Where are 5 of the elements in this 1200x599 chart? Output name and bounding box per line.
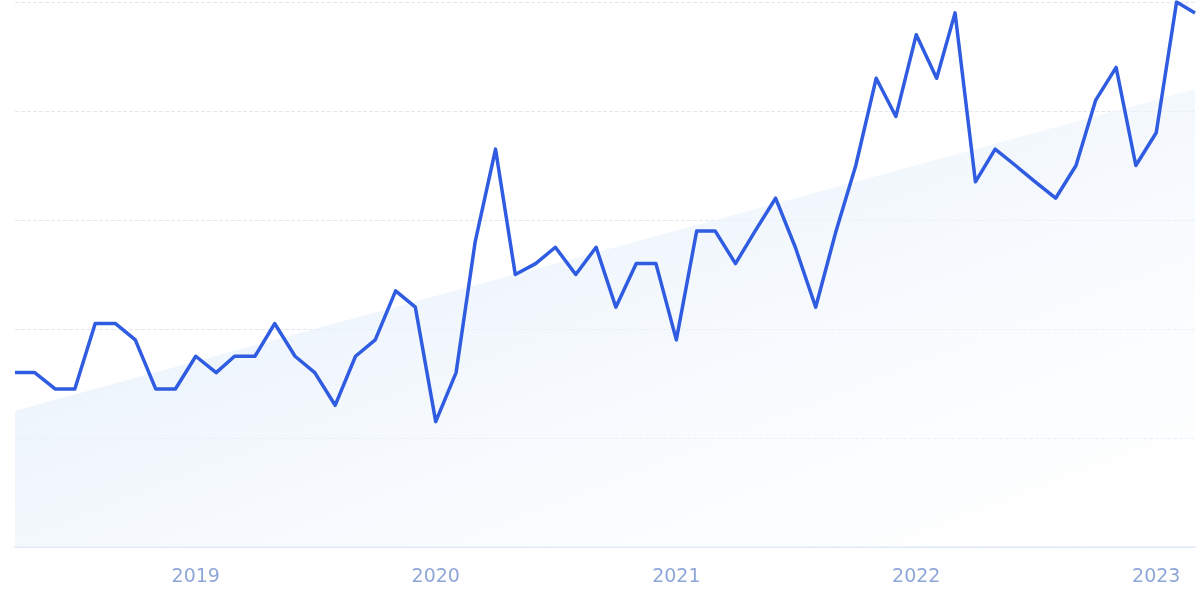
x-tick-label: 2019 [171,563,220,586]
x-tick-label: 2021 [652,563,701,586]
x-tick-label: 2020 [411,563,460,586]
x-tick-label: 2022 [892,563,941,586]
x-tick-label: 2023 [1132,563,1181,586]
